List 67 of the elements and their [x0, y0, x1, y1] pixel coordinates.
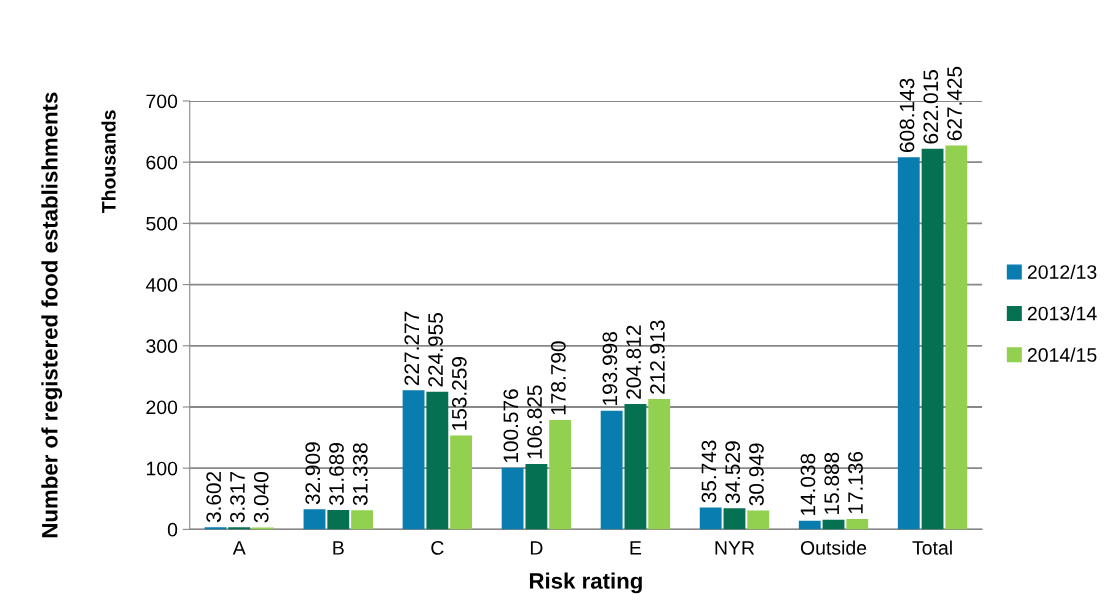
text: Thousands [101, 110, 116, 214]
bar [921, 148, 944, 530]
data-label: 3.040 [253, 472, 269, 523]
legend-label: 2013/14 [1027, 306, 1097, 321]
bar [624, 404, 647, 530]
data-label: 17.136 [848, 451, 863, 514]
bar [450, 435, 473, 530]
bar [648, 399, 671, 530]
y-axis-title: Number of registered food establishments [41, 92, 63, 538]
x-tick-label: Outside [800, 540, 867, 555]
y-tick-label: 700 [146, 94, 178, 109]
bar [525, 464, 548, 530]
data-label: 100.576 [503, 389, 519, 463]
data-label: 227.277 [404, 311, 419, 386]
x-tick-label: NYR [715, 541, 755, 555]
data-label: 627.425 [947, 66, 962, 141]
data-label: 30.949 [749, 443, 764, 506]
y-tick-label: 0 [167, 522, 178, 537]
x-tick-label: D [530, 541, 543, 555]
bar [228, 527, 251, 530]
bar [402, 390, 425, 530]
data-label: 3.317 [230, 472, 245, 523]
data-label: 15.888 [824, 452, 840, 514]
data-label: 3.602 [206, 471, 222, 523]
bar [351, 510, 373, 530]
bar [303, 509, 326, 530]
bar [699, 507, 722, 530]
y-tick-label: 300 [146, 339, 178, 354]
data-label: 204.812 [626, 325, 642, 399]
data-label: 193.998 [602, 332, 618, 405]
bar [549, 419, 572, 530]
data-label: 32.909 [305, 442, 321, 505]
bar [945, 145, 968, 530]
bar [897, 157, 920, 530]
y-tick-label: 500 [146, 216, 178, 231]
bar [327, 509, 350, 530]
bar [501, 467, 524, 530]
x-tick-label: B [333, 541, 344, 555]
bar [600, 410, 623, 530]
y-tick-label: 200 [146, 400, 178, 415]
data-label: 14.038 [800, 453, 816, 516]
data-label: 608.143 [899, 78, 915, 152]
data-label: 106.825 [527, 385, 542, 459]
y-tick-label: 400 [145, 278, 178, 292]
data-label: 224.955 [428, 313, 443, 387]
x-tick-label: Total [912, 540, 952, 555]
x-tick-label: A [232, 541, 246, 555]
y-tick-label: 600 [146, 155, 178, 170]
x-tick-label: C [431, 541, 444, 555]
legend-label: 2014/15 [1027, 347, 1097, 362]
data-label: 35.743 [701, 440, 717, 503]
data-label: 212.913 [650, 320, 665, 394]
bar [723, 508, 746, 530]
data-label: 622.015 [923, 70, 939, 144]
data-label: 31.338 [352, 443, 368, 506]
data-label: 34.529 [725, 441, 741, 504]
data-label: 178.790 [550, 341, 566, 415]
x-tick-label: E [630, 541, 642, 555]
bar [426, 391, 449, 530]
data-label: 31.689 [329, 443, 344, 506]
x-axis-title: Risk rating [529, 572, 642, 594]
bar [798, 520, 821, 530]
legend-label: 2012/13 [1027, 264, 1097, 279]
data-label: 153.259 [451, 357, 467, 430]
bar [747, 510, 770, 530]
y-tick-label: 100 [146, 461, 178, 476]
bar [846, 518, 869, 530]
